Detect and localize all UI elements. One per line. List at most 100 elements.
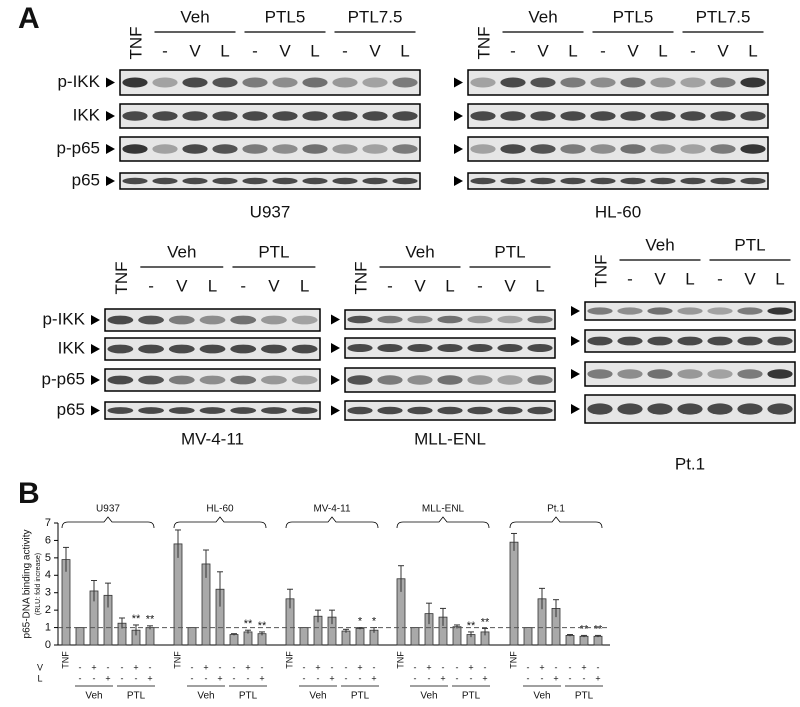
band (152, 177, 178, 185)
band (560, 177, 586, 185)
band (500, 77, 526, 88)
l-sign: - (121, 673, 124, 683)
band (152, 144, 178, 154)
band (647, 336, 673, 346)
lane-label: V (627, 41, 639, 60)
tnf-label: TNF (284, 651, 294, 669)
band (437, 406, 463, 415)
band (212, 77, 238, 88)
lane-label: L (220, 41, 229, 60)
band (497, 315, 523, 324)
arrow (571, 336, 580, 346)
l-sign: - (79, 673, 82, 683)
band (677, 369, 703, 379)
band (587, 336, 613, 346)
band (392, 144, 418, 154)
band (530, 144, 556, 154)
band (272, 177, 298, 185)
arrow (571, 306, 580, 316)
band (617, 369, 643, 379)
group-brace (61, 516, 155, 529)
band (617, 336, 643, 346)
sublabel: Veh (533, 691, 550, 702)
lane-label: - (477, 276, 483, 295)
band (261, 315, 287, 325)
arrow (91, 405, 100, 416)
band (740, 77, 766, 88)
band (647, 369, 673, 379)
bar (410, 627, 420, 646)
sublabel: PTL (575, 691, 594, 702)
row-label: IKK (58, 338, 86, 357)
bar (299, 627, 309, 646)
arrow (571, 369, 580, 379)
row-label: L (37, 673, 42, 683)
y-tick-label: 0 (45, 639, 51, 651)
band (362, 144, 388, 154)
sublabel: Veh (197, 691, 214, 702)
band (242, 111, 268, 121)
group-label: Veh (180, 7, 209, 26)
blot-strip (119, 136, 421, 162)
bar (187, 627, 197, 646)
band (767, 336, 793, 346)
bar (593, 635, 603, 646)
band (650, 77, 676, 88)
band (707, 403, 733, 415)
band (560, 77, 586, 88)
lane-label: V (744, 269, 756, 288)
arrow (454, 77, 463, 88)
band (620, 144, 646, 154)
v-sign: - (149, 662, 152, 672)
bar (341, 630, 351, 646)
lane-label: L (748, 41, 757, 60)
v-sign: - (345, 662, 348, 672)
lane-label: V (537, 41, 549, 60)
v-sign: - (597, 662, 600, 672)
band (230, 315, 257, 325)
band (182, 144, 208, 154)
band (302, 177, 328, 185)
band (590, 77, 616, 88)
v-sign: + (357, 662, 362, 672)
l-sign: - (456, 673, 459, 683)
l-sign: + (329, 673, 334, 683)
l-sign: - (205, 673, 208, 683)
lane-label: L (775, 269, 784, 288)
y-tick-label: 3 (45, 587, 51, 599)
band (470, 177, 496, 185)
l-sign: - (428, 673, 431, 683)
band (590, 177, 616, 185)
band (680, 111, 706, 121)
arrow (454, 111, 463, 121)
band (182, 77, 208, 88)
band (291, 315, 318, 325)
band (737, 403, 763, 415)
lane-label: V (414, 276, 426, 295)
bar (509, 541, 519, 646)
band (272, 77, 298, 88)
band (347, 344, 373, 352)
band (122, 144, 148, 154)
band (650, 144, 676, 154)
bar (173, 543, 183, 646)
row-label: IKK (73, 105, 101, 124)
lane-label: V (654, 269, 666, 288)
l-sign: + (259, 673, 264, 683)
band (467, 315, 493, 324)
row-label: p65 (57, 400, 85, 419)
band (680, 177, 706, 185)
band (497, 375, 523, 385)
significance: ** (258, 620, 267, 632)
v-sign: + (468, 662, 473, 672)
band (362, 111, 388, 121)
v-sign: + (245, 662, 250, 672)
blot-strip (584, 301, 796, 321)
band (647, 307, 673, 315)
band (737, 369, 763, 379)
l-sign: + (553, 673, 558, 683)
band (377, 406, 403, 415)
band (560, 111, 586, 121)
sublabel: PTL (351, 691, 370, 702)
